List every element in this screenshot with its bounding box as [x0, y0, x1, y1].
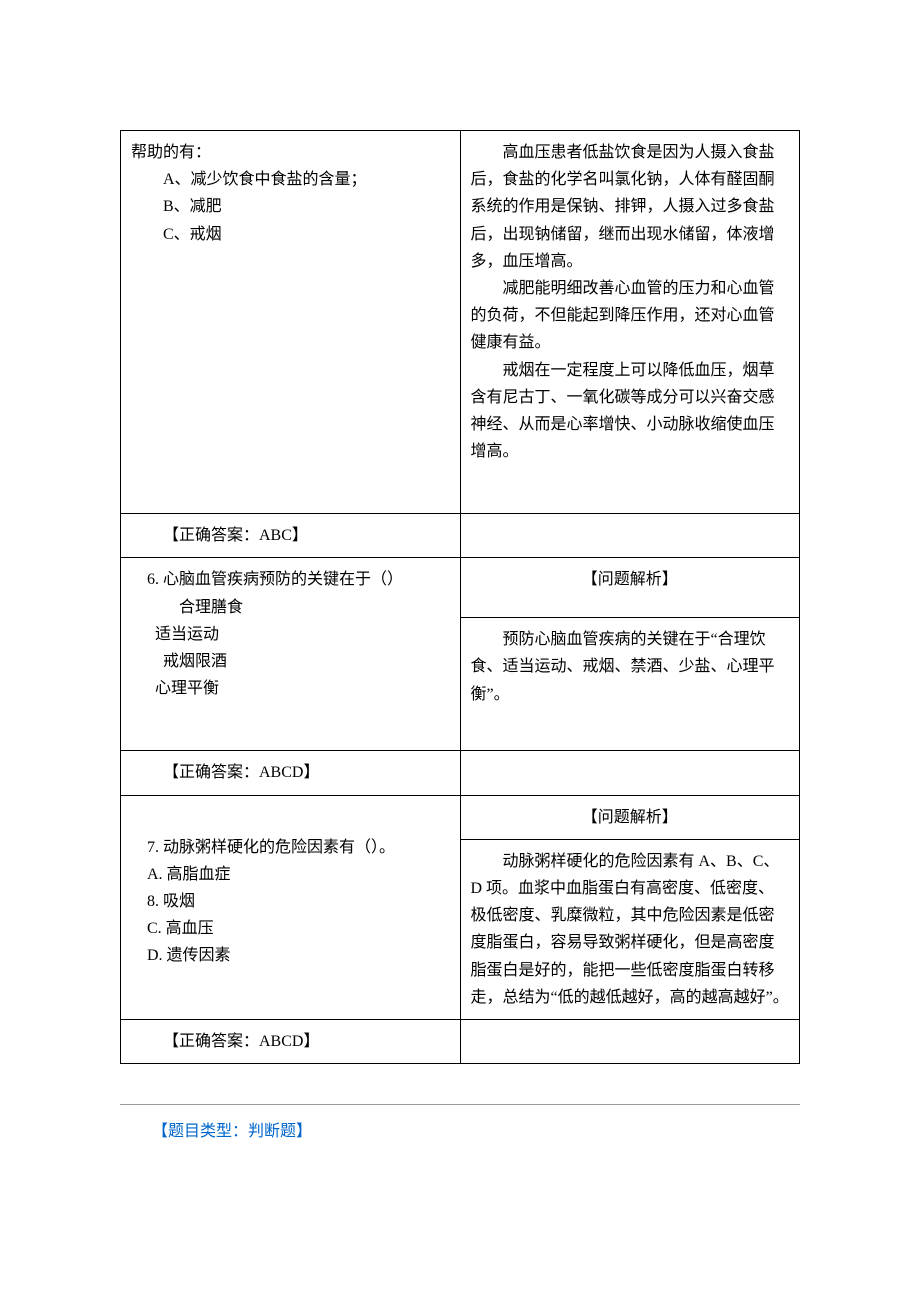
q5-option-b: B、减肥 — [131, 193, 450, 220]
q7-analysis-body: 动脉粥样硬化的危险因素有 A、B、C、D 项。血浆中血脂蛋白有高密度、低密度、极… — [471, 848, 790, 1011]
page-container: 帮助的有： A、减少饮食中食盐的含量； B、减肥 C、戒烟 高血压患者低盐饮食是… — [0, 0, 920, 1201]
divider-line — [120, 1104, 800, 1105]
q5-answer: 【正确答案：ABC】 — [131, 522, 450, 549]
table-row: 7. 动脉粥样硬化的危险因素有（）。 A. 高脂血症 8. 吸烟 C. 高血压 … — [121, 795, 800, 839]
table-row: 【正确答案：ABC】 — [121, 514, 800, 558]
empty-cell — [460, 751, 800, 795]
q6-option-d: 心理平衡 — [131, 675, 450, 702]
q7-analysis-head: 【问题解析】 — [471, 804, 790, 831]
q6-answer: 【正确答案：ABCD】 — [131, 759, 450, 786]
table-row: 6. 心脑血管疾病预防的关键在于（） 合理膳食 适当运动 戒烟限酒 心理平衡 【… — [121, 558, 800, 618]
q5-analysis-p1: 高血压患者低盐饮食是因为人摄入食盐后，食盐的化学名叫氯化钠，人体有醛固酮系统的作… — [471, 139, 790, 275]
q7-question: 7. 动脉粥样硬化的危险因素有（）。 — [131, 834, 450, 861]
q5-answer-cell: 【正确答案：ABC】 — [121, 514, 461, 558]
section-type-label: 【题目类型：判断题】 — [120, 1117, 800, 1141]
q6-left-cell: 6. 心脑血管疾病预防的关键在于（） 合理膳食 适当运动 戒烟限酒 心理平衡 — [121, 558, 461, 751]
table-row: 【正确答案：ABCD】 — [121, 751, 800, 795]
table-row: 帮助的有： A、减少饮食中食盐的含量； B、减肥 C、戒烟 高血压患者低盐饮食是… — [121, 131, 800, 514]
q5-right-cell: 高血压患者低盐饮食是因为人摄入食盐后，食盐的化学名叫氯化钠，人体有醛固酮系统的作… — [460, 131, 800, 514]
empty-cell — [460, 514, 800, 558]
q5-analysis-p3: 戒烟在一定程度上可以降低血压，烟草含有尼古丁、一氧化碳等成分可以兴奋交感神经、从… — [471, 357, 790, 466]
q5-option-c: C、戒烟 — [131, 221, 450, 248]
q6-analysis-head-cell: 【问题解析】 — [460, 558, 800, 618]
table-row: 【正确答案：ABCD】 — [121, 1019, 800, 1063]
q5-analysis-p2: 减肥能明细改善心血管的压力和心血管的负荷，不但能起到降压作用，还对心血管健康有益… — [471, 275, 790, 357]
q6-option-b: 适当运动 — [131, 621, 450, 648]
q5-left-cell: 帮助的有： A、减少饮食中食盐的含量； B、减肥 C、戒烟 — [121, 131, 461, 514]
q7-left-cell: 7. 动脉粥样硬化的危险因素有（）。 A. 高脂血症 8. 吸烟 C. 高血压 … — [121, 795, 461, 1019]
q5-lead: 帮助的有： — [131, 139, 450, 166]
q7-option-d: D. 遗传因素 — [131, 942, 450, 969]
q7-analysis-head-cell: 【问题解析】 — [460, 795, 800, 839]
q6-answer-cell: 【正确答案：ABCD】 — [121, 751, 461, 795]
q5-option-a: A、减少饮食中食盐的含量； — [131, 166, 450, 193]
q7-answer-cell: 【正确答案：ABCD】 — [121, 1019, 461, 1063]
question-table: 帮助的有： A、减少饮食中食盐的含量； B、减肥 C、戒烟 高血压患者低盐饮食是… — [120, 130, 800, 1064]
q6-question: 6. 心脑血管疾病预防的关键在于（） — [131, 566, 450, 593]
q7-option-c: C. 高血压 — [131, 915, 450, 942]
q6-option-a: 合理膳食 — [131, 594, 450, 621]
empty-cell — [460, 1019, 800, 1063]
q6-analysis-head: 【问题解析】 — [471, 566, 790, 593]
q7-answer: 【正确答案：ABCD】 — [131, 1028, 450, 1055]
q6-option-c: 戒烟限酒 — [131, 648, 450, 675]
q7-option-b: 8. 吸烟 — [131, 888, 450, 915]
spacer — [120, 1064, 800, 1104]
q7-option-a: A. 高脂血症 — [131, 861, 450, 888]
q6-analysis-body-cell: 预防心脑血管疾病的关键在于“合理饮食、适当运动、戒烟、禁酒、少盐、心理平衡”。 — [460, 618, 800, 751]
q7-analysis-body-cell: 动脉粥样硬化的危险因素有 A、B、C、D 项。血浆中血脂蛋白有高密度、低密度、极… — [460, 839, 800, 1019]
q6-analysis-body: 预防心脑血管疾病的关键在于“合理饮食、适当运动、戒烟、禁酒、少盐、心理平衡”。 — [471, 626, 790, 708]
